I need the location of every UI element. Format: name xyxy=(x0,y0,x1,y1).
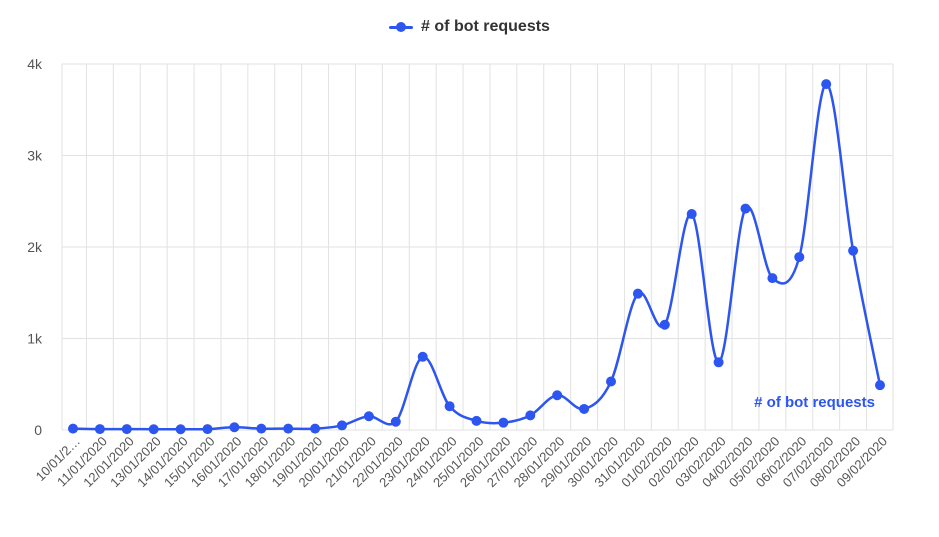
y-tick-label: 0 xyxy=(34,422,42,438)
data-point[interactable] xyxy=(390,416,401,427)
data-point[interactable] xyxy=(875,380,885,391)
data-point[interactable] xyxy=(283,423,294,434)
data-point[interactable] xyxy=(659,319,670,330)
data-point[interactable] xyxy=(175,424,186,435)
data-point[interactable] xyxy=(68,423,78,434)
data-point[interactable] xyxy=(337,420,347,431)
data-point[interactable] xyxy=(202,424,213,435)
data-point[interactable] xyxy=(606,376,616,387)
y-axis: 0 1k 2k 3k 4k xyxy=(27,56,43,438)
data-point[interactable] xyxy=(229,422,240,433)
data-point[interactable] xyxy=(363,411,374,422)
data-point[interactable] xyxy=(256,423,267,434)
legend-item-bot-requests[interactable]: # of bot requests xyxy=(389,18,550,36)
data-point[interactable] xyxy=(740,203,751,214)
data-point[interactable] xyxy=(525,410,536,421)
data-point[interactable] xyxy=(310,423,321,434)
data-point[interactable] xyxy=(94,424,105,435)
data-point[interactable] xyxy=(713,357,724,368)
x-axis: 10/01/2…11/01/202012/01/202013/01/202014… xyxy=(33,434,890,491)
data-point[interactable] xyxy=(552,390,563,401)
data-point[interactable] xyxy=(471,415,482,426)
data-point[interactable] xyxy=(821,79,832,90)
data-point[interactable] xyxy=(417,351,428,362)
grid xyxy=(61,63,894,431)
series-end-label: # of bot requests xyxy=(754,394,875,411)
legend-label: # of bot requests xyxy=(421,18,550,35)
legend: # of bot requests xyxy=(0,18,939,38)
data-point[interactable] xyxy=(848,245,859,256)
data-point[interactable] xyxy=(498,417,509,428)
y-tick-label: 3k xyxy=(27,148,43,164)
data-point[interactable] xyxy=(148,424,159,435)
legend-marker-icon xyxy=(389,21,414,33)
data-point[interactable] xyxy=(767,273,778,284)
data-point[interactable] xyxy=(121,424,132,435)
y-tick-label: 2k xyxy=(27,239,43,255)
data-point[interactable] xyxy=(444,401,455,412)
data-point[interactable] xyxy=(686,209,697,220)
y-tick-label: 4k xyxy=(27,56,43,72)
data-point[interactable] xyxy=(632,288,643,299)
series-bot-requests: # of bot requests xyxy=(68,79,885,435)
data-point[interactable] xyxy=(579,403,590,414)
y-tick-label: 1k xyxy=(27,331,43,347)
data-point[interactable] xyxy=(794,252,805,263)
